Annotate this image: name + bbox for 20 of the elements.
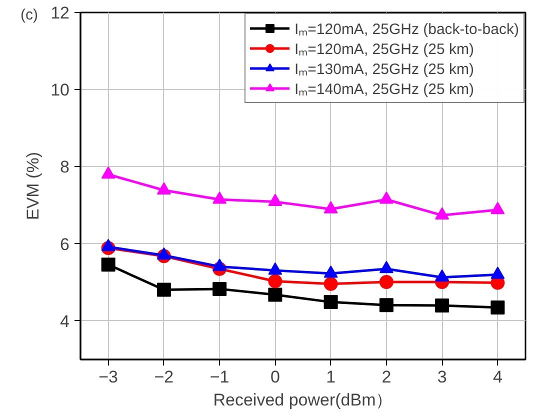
- y-tick-label: 8: [60, 158, 70, 177]
- x-tick-label: 0: [270, 368, 280, 386]
- legend-label: Iₘ=140mA, 25GHz (25 km): [294, 80, 474, 98]
- y-tick-label: 12: [50, 4, 70, 22]
- legend-label: Iₘ=130mA, 25GHz (25 km): [294, 60, 474, 78]
- y-axis-title: EVM (%): [24, 152, 43, 220]
- x-tick-label: −1: [210, 368, 230, 386]
- x-axis-title: Received power(dBm）: [213, 390, 393, 410]
- chart-title: (c): [20, 6, 38, 24]
- y-tick-label: 4: [60, 312, 70, 331]
- x-tick-label: 4: [492, 368, 502, 386]
- x-tick-label: −2: [154, 368, 174, 386]
- x-tick-label: 2: [382, 368, 392, 386]
- legend-label: Iₘ=120mA, 25GHz (25 km): [294, 40, 474, 58]
- x-tick-label: 1: [326, 368, 336, 386]
- x-tick-label: 3: [437, 368, 447, 386]
- x-tick-label: −3: [98, 368, 118, 386]
- y-tick-label: 6: [60, 234, 70, 254]
- legend-label: Iₘ=120mA, 25GHz (back-to-back): [294, 20, 519, 38]
- y-tick-label: 10: [50, 80, 70, 100]
